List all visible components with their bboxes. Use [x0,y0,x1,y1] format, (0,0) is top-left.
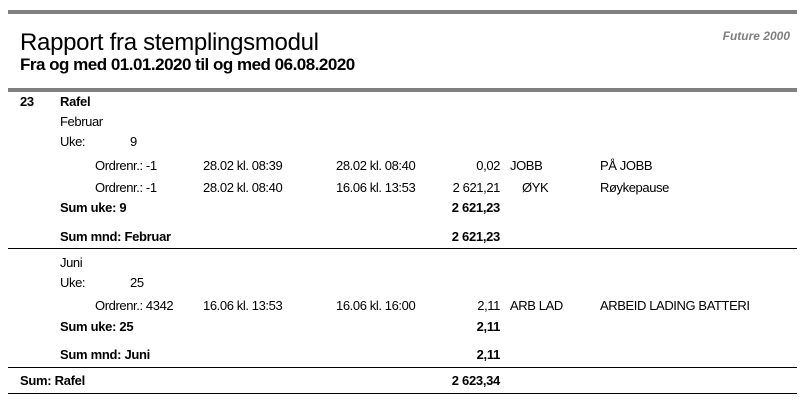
start-time: 28.02 kl. 08:39 [203,158,283,173]
total-divider [8,367,797,368]
end-time: 16.06 kl. 16:00 [336,298,416,313]
order-number: Ordrenr.: -1 [95,158,157,173]
sum-month-label: Sum mnd: Februar [60,229,171,244]
sum-week-label: Sum uke: 9 [60,200,127,215]
week-label: Uke: [60,134,86,149]
total-label: Sum: Rafel [20,373,85,388]
total-value: 2 623,34 [451,373,501,388]
bottom-divider [8,393,797,394]
start-time: 16.06 kl. 13:53 [203,298,283,313]
week-label: Uke: [60,275,86,290]
sum-week-value: 2 621,23 [451,200,501,215]
top-divider [8,10,797,14]
sum-month-label: Sum mnd: Juni [60,347,150,362]
header-divider [8,88,797,92]
week-number: 9 [130,134,137,149]
end-time: 16.06 kl. 13:53 [336,180,416,195]
report-subtitle: Fra og med 01.01.2020 til og med 06.08.2… [20,55,355,74]
activity-description: ARBEID LADING BATTERI [600,298,750,313]
hours: 0,02 [476,158,500,173]
activity-description: Røykepause [600,180,669,195]
month-label: Februar [60,114,103,129]
end-time: 28.02 kl. 08:40 [336,158,416,173]
sum-week-value: 2,11 [476,319,501,334]
hours: 2,11 [477,298,500,313]
start-time: 28.02 kl. 08:40 [203,180,283,195]
employee-name: Rafel [60,94,91,109]
sum-week-label: Sum uke: 25 [60,319,134,334]
activity-code: ØYK [522,180,549,195]
order-number: Ordrenr.: 4342 [95,298,174,313]
sum-month-value: 2,11 [476,347,501,362]
sum-month-value: 2 621,23 [451,229,501,244]
hours: 2 621,21 [452,180,501,195]
activity-code: JOBB [510,158,543,173]
activity-code: ARB LAD [510,298,563,313]
order-number: Ordrenr.: -1 [95,180,157,195]
activity-description: PÅ JOBB [600,158,653,173]
brand-label: Future 2000 [722,29,790,43]
month-divider [8,248,797,249]
report-title: Rapport fra stemplingsmodul [20,29,319,56]
week-number: 25 [130,275,144,290]
month-label: Juni [60,255,83,270]
employee-number: 23 [20,94,34,109]
